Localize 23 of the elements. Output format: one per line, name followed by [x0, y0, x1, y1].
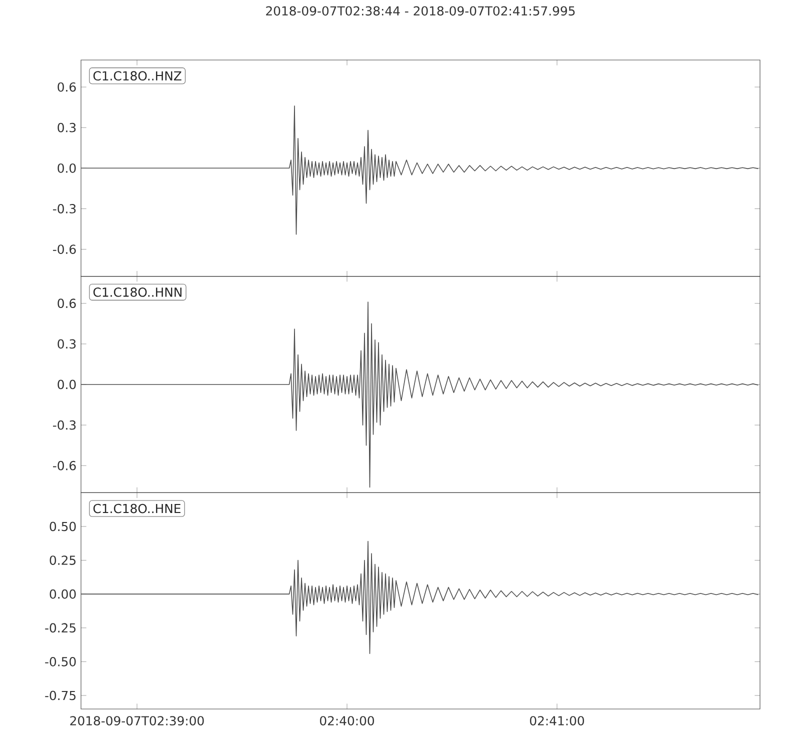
y-tick-label: 0.50	[50, 522, 76, 532]
y-tick-label: -0.75	[45, 690, 76, 700]
y-tick-label: -0.6	[53, 460, 76, 470]
x-tick-label: 02:40:00	[320, 716, 374, 726]
y-tick-label: 0.0	[58, 380, 76, 390]
y-tick-label: -0.3	[53, 420, 76, 430]
y-tick-label: -0.3	[53, 204, 76, 214]
y-tick-label: 0.00	[50, 589, 76, 599]
y-tick-label: -0.25	[45, 623, 76, 633]
y-tick-label: 0.3	[58, 122, 76, 132]
annotation: C1.C18O..HNE	[93, 504, 180, 514]
chart-title: 2018-09-07T02:38:44 - 2018-09-07T02:41:57.995	[266, 6, 575, 16]
y-tick-label: -0.50	[45, 656, 76, 666]
y-tick-label: 0.6	[58, 82, 76, 92]
x-tick-label: 02:41:00	[530, 716, 584, 726]
annotation: C1.C18O..HNN	[93, 287, 182, 297]
y-tick-label: 0.6	[58, 298, 76, 308]
y-tick-label: -0.6	[53, 244, 76, 254]
y-tick-label: 0.0	[58, 163, 76, 173]
y-tick-label: 0.3	[58, 339, 76, 349]
y-tick-label: 0.25	[50, 556, 76, 565]
x-tick-label: 2018-09-07T02:39:00	[70, 716, 204, 726]
annotation: C1.C18O..HNZ	[93, 71, 182, 81]
